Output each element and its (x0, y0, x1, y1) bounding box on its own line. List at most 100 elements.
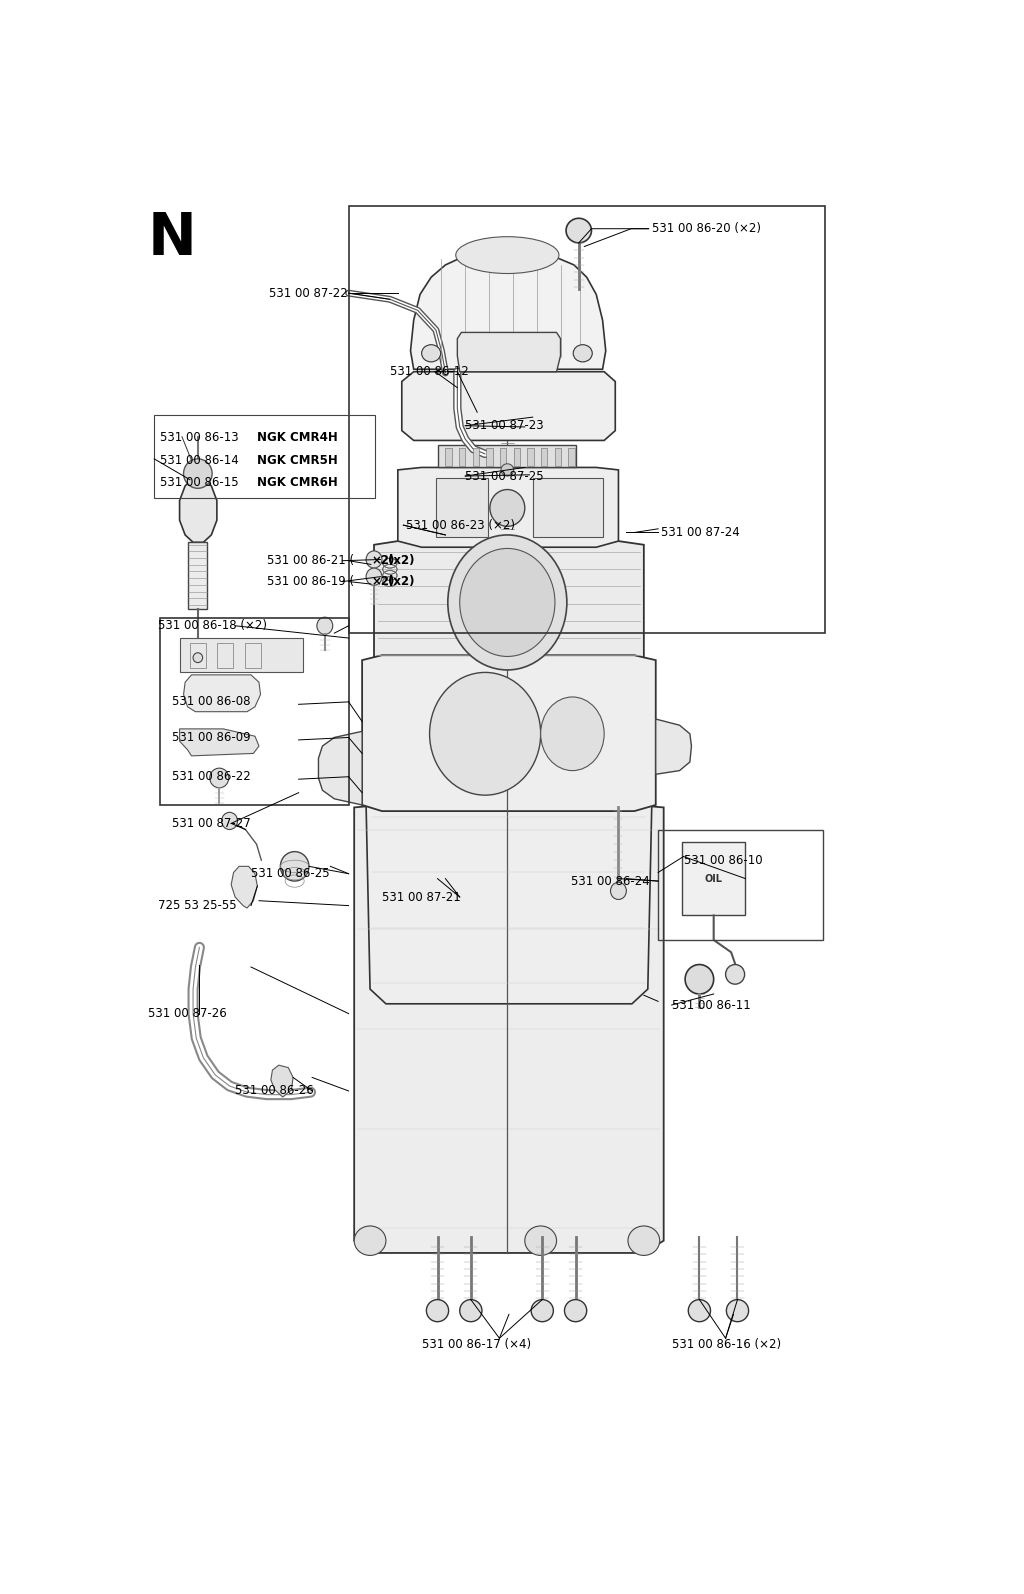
Text: 531 00 86-11: 531 00 86-11 (672, 998, 751, 1012)
Polygon shape (231, 867, 257, 909)
Polygon shape (318, 732, 362, 805)
Polygon shape (362, 655, 655, 811)
Ellipse shape (726, 1299, 749, 1321)
Ellipse shape (316, 617, 333, 634)
Ellipse shape (566, 218, 592, 242)
Ellipse shape (685, 964, 714, 995)
Polygon shape (437, 445, 577, 467)
Text: 531 00 87-21: 531 00 87-21 (382, 891, 461, 904)
Text: 531 00 86-08: 531 00 86-08 (172, 695, 250, 708)
Polygon shape (188, 542, 207, 609)
Ellipse shape (489, 489, 524, 526)
Ellipse shape (194, 654, 203, 663)
Text: NGK CMR5H: NGK CMR5H (257, 454, 338, 467)
Bar (541, 448, 548, 465)
Text: 531 00 86-12: 531 00 86-12 (390, 365, 469, 378)
Text: NGK CMR4H: NGK CMR4H (257, 432, 338, 445)
Polygon shape (458, 333, 560, 371)
Bar (160, 618, 348, 805)
Ellipse shape (354, 1226, 386, 1256)
Polygon shape (374, 540, 644, 663)
Bar (445, 448, 452, 465)
Bar (245, 642, 260, 668)
Text: 531 00 87-23: 531 00 87-23 (465, 419, 544, 432)
Text: N: N (147, 210, 197, 266)
Bar (459, 448, 466, 465)
Ellipse shape (422, 344, 440, 362)
Bar (555, 448, 561, 465)
Text: (x2): (x2) (388, 555, 415, 567)
Ellipse shape (367, 552, 382, 567)
Text: 531 00 86-14: 531 00 86-14 (160, 454, 243, 467)
Text: 531 00 86-23 (×2): 531 00 86-23 (×2) (406, 518, 515, 532)
Ellipse shape (456, 236, 559, 274)
Text: 531 00 87-25: 531 00 87-25 (465, 470, 544, 483)
Ellipse shape (447, 536, 567, 669)
Polygon shape (183, 674, 260, 711)
Text: 531 00 87-24: 531 00 87-24 (662, 526, 740, 539)
Ellipse shape (501, 464, 514, 477)
Polygon shape (367, 805, 652, 1004)
Bar (527, 448, 534, 465)
Ellipse shape (573, 344, 592, 362)
Text: 531 00 86-22: 531 00 86-22 (172, 770, 251, 783)
Ellipse shape (221, 813, 238, 829)
Ellipse shape (531, 1299, 553, 1321)
Text: 531 00 86-13: 531 00 86-13 (160, 432, 242, 445)
Text: 531 00 86-10: 531 00 86-10 (684, 854, 762, 867)
Ellipse shape (426, 1299, 449, 1321)
Bar (500, 448, 507, 465)
Polygon shape (411, 253, 606, 370)
Text: 531 00 86-21 (: 531 00 86-21 ( (267, 555, 354, 567)
Bar (682, 842, 745, 915)
Ellipse shape (430, 673, 541, 795)
Text: 531 00 87-22: 531 00 87-22 (269, 287, 348, 300)
Bar (658, 829, 823, 940)
Text: ×2): ×2) (372, 575, 395, 588)
Polygon shape (179, 728, 259, 756)
Text: 531 00 86-26: 531 00 86-26 (236, 1084, 314, 1097)
Ellipse shape (183, 459, 212, 488)
Ellipse shape (610, 883, 627, 899)
Text: 531 00 86-20 (×2): 531 00 86-20 (×2) (652, 222, 761, 236)
Ellipse shape (210, 768, 228, 787)
Bar (189, 642, 206, 668)
Bar (486, 448, 493, 465)
Polygon shape (354, 805, 664, 1253)
Text: 531 00 86-19 (: 531 00 86-19 ( (267, 575, 354, 588)
Ellipse shape (460, 548, 555, 657)
Bar (217, 642, 232, 668)
Ellipse shape (688, 1299, 711, 1321)
Text: 531 00 86-18 (×2): 531 00 86-18 (×2) (158, 620, 267, 633)
Polygon shape (655, 719, 691, 775)
Text: ×2): ×2) (372, 555, 395, 567)
Text: 531 00 86-16 (×2): 531 00 86-16 (×2) (672, 1337, 780, 1350)
Bar (473, 448, 479, 465)
Text: OIL: OIL (705, 874, 723, 883)
Text: 531 00 87-27: 531 00 87-27 (172, 816, 251, 830)
Bar (568, 448, 574, 465)
Text: 531 00 86-09: 531 00 86-09 (172, 732, 250, 744)
Text: 531 00 86-24: 531 00 86-24 (570, 875, 649, 888)
Polygon shape (401, 371, 615, 440)
Ellipse shape (726, 964, 744, 983)
Ellipse shape (541, 697, 604, 770)
Bar (179, 638, 303, 673)
Ellipse shape (628, 1226, 659, 1256)
Text: 531 00 86-17 (×4): 531 00 86-17 (×4) (422, 1337, 530, 1350)
Text: NGK CMR6H: NGK CMR6H (257, 475, 338, 489)
Text: 725 53 25-55: 725 53 25-55 (158, 899, 237, 912)
Text: 531 00 86-25: 531 00 86-25 (251, 867, 330, 880)
Bar (514, 448, 520, 465)
Bar (532, 478, 602, 537)
Bar (348, 206, 824, 633)
Ellipse shape (525, 1226, 557, 1256)
Ellipse shape (281, 851, 309, 881)
Text: (x2): (x2) (388, 575, 415, 588)
Bar (155, 414, 375, 497)
Polygon shape (179, 478, 217, 542)
Bar (436, 478, 487, 537)
Polygon shape (270, 1065, 293, 1097)
Ellipse shape (564, 1299, 587, 1321)
Ellipse shape (460, 1299, 482, 1321)
